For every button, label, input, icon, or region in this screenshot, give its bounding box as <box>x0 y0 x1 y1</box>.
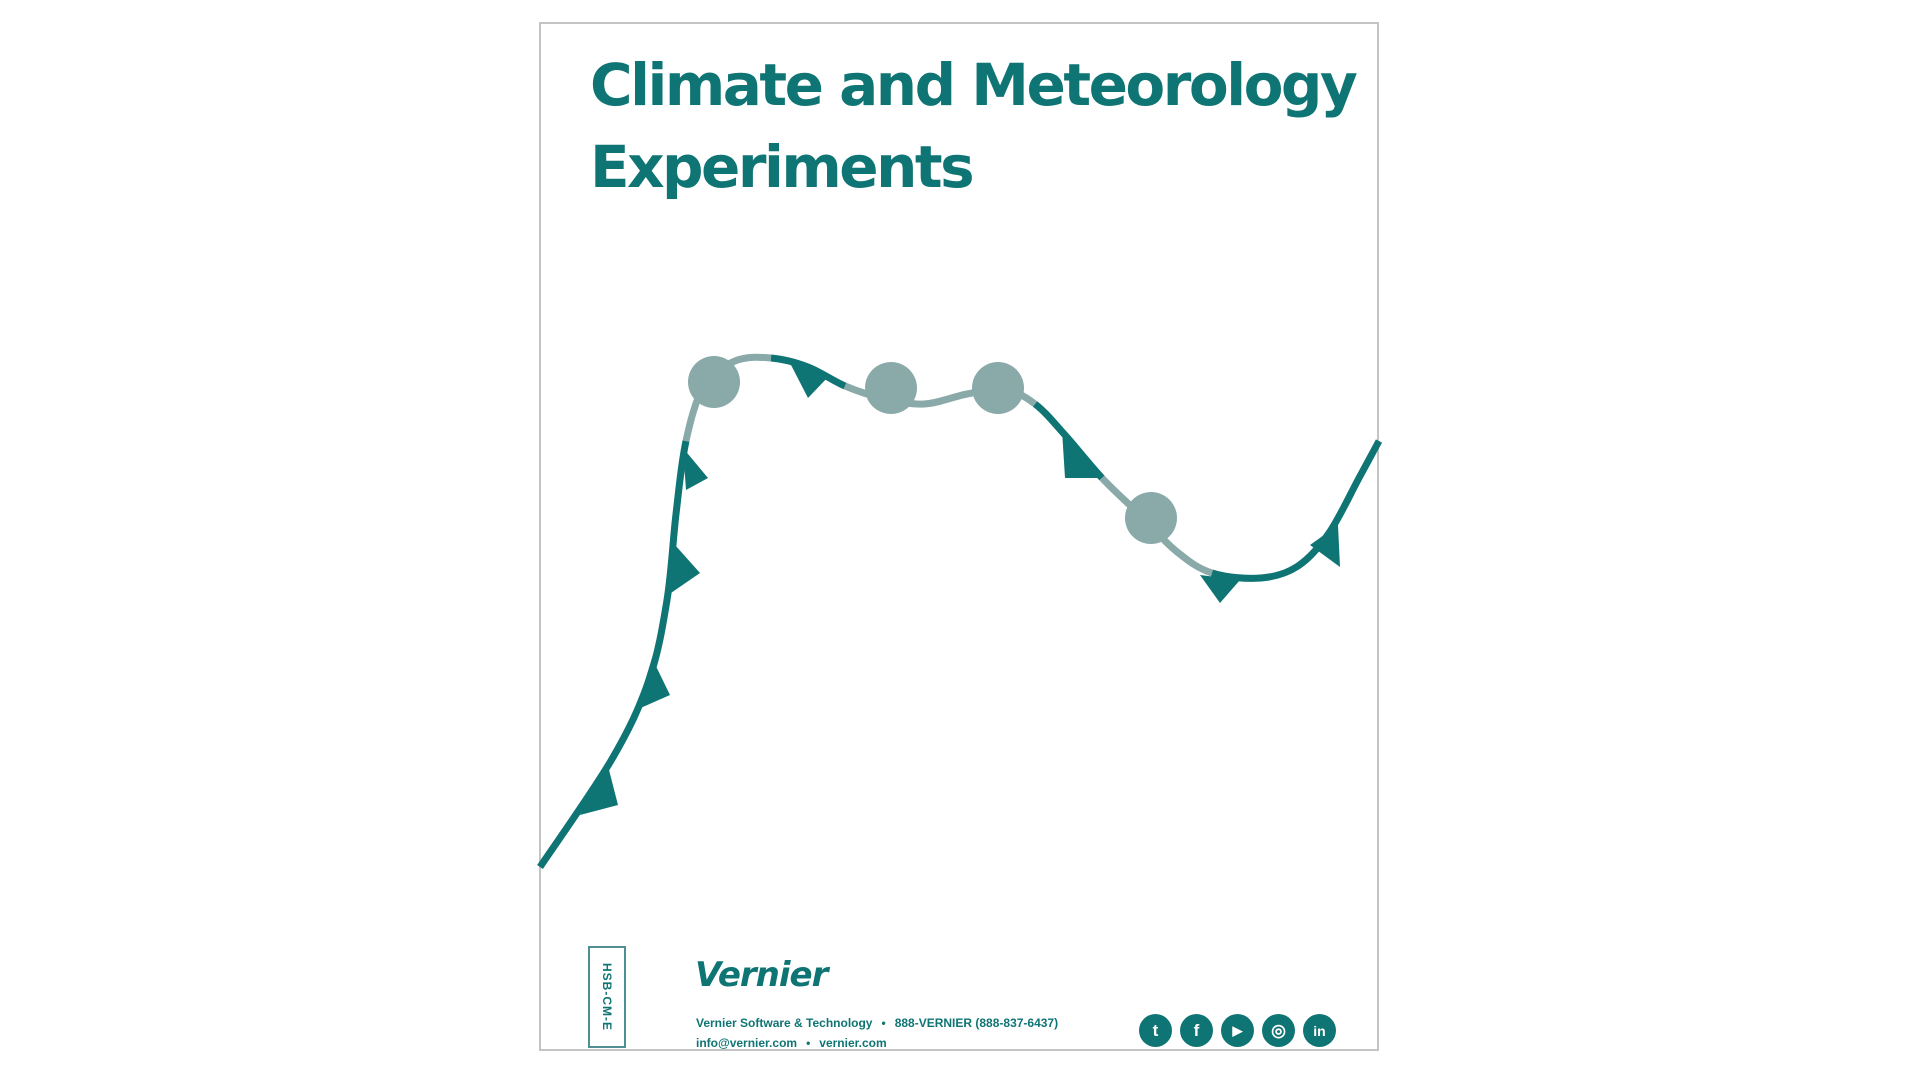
cold-front-triangle <box>580 766 618 815</box>
front-line-segment <box>537 440 690 869</box>
warm-front-semicircle <box>688 356 740 408</box>
cold-front-triangle <box>790 363 830 398</box>
phone-number: 888-VERNIER (888-837-6437) <box>894 1016 1059 1030</box>
social-links: t f ▶ ◎ in <box>1139 1014 1336 1047</box>
cold-front-triangle <box>1062 430 1098 478</box>
cold-front-triangle <box>1310 525 1340 567</box>
title-line-2: Experiments <box>590 133 975 201</box>
cold-front-triangle <box>668 545 700 595</box>
cold-front-triangle <box>1200 575 1240 603</box>
twitter-icon[interactable]: t <box>1139 1014 1172 1047</box>
page-title: Climate and Meteorology Experiments <box>590 44 1358 208</box>
youtube-icon[interactable]: ▶ <box>1221 1014 1254 1047</box>
email-link[interactable]: info@vernier.com <box>696 1036 798 1050</box>
linkedin-icon[interactable]: in <box>1303 1014 1336 1047</box>
cold-front-triangle <box>636 658 670 710</box>
warm-front-semicircle <box>865 362 917 414</box>
contact-line-2: info@vernier.com • vernier.com <box>696 1036 887 1050</box>
cover-page <box>539 22 1379 1051</box>
front-line-segment <box>1210 439 1383 582</box>
product-code: HSB-CM-E <box>600 963 614 1031</box>
facebook-icon[interactable]: f <box>1180 1014 1213 1047</box>
instagram-icon[interactable]: ◎ <box>1262 1014 1295 1047</box>
vernier-logo: Vernier <box>695 955 828 995</box>
warm-front-semicircle <box>1125 492 1177 544</box>
company-name: Vernier Software & Technology <box>696 1016 873 1030</box>
front-line-segment <box>770 354 847 390</box>
website-link[interactable]: vernier.com <box>819 1036 887 1050</box>
warm-front-semicircle <box>972 362 1024 414</box>
contact-line-1: Vernier Software & Technology • 888-VERNIE… <box>696 1016 1059 1030</box>
cold-front-triangle <box>683 448 708 490</box>
title-line-1: Climate and Meteorology <box>590 51 1358 119</box>
product-code-box: HSB-CM-E <box>588 946 626 1048</box>
